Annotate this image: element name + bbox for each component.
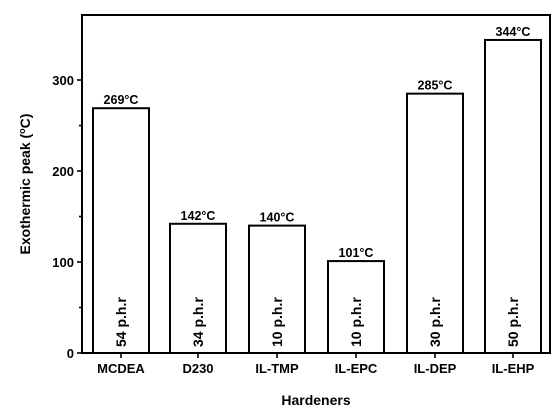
bars [92,38,542,355]
inner-label-il-dep: 30 p.h.r [427,297,443,347]
data-label-il-ehp: 344°C [496,25,531,39]
bar-d230 [169,222,227,354]
bar-il-epc [327,260,385,354]
y-tick-label-200: 200 [52,164,74,179]
x-axis-title: Hardeners [281,392,350,408]
x-tick-label-il-tmp: IL-TMP [255,361,299,376]
x-tick-label-il-epc: IL-EPC [335,361,378,376]
data-label-d230: 142°C [181,209,216,223]
inner-label-il-tmp: 10 p.h.r [269,297,285,347]
axis-ticks [77,79,514,358]
bar-il-ehp [484,38,542,355]
y-tick-label-0: 0 [67,346,74,361]
plot-frame [81,14,551,354]
inner-label-mcdea: 54 p.h.r [113,297,129,347]
chart-labels: 269°C 54 p.h.r MCDEA 142°C 34 p.h.r D230 140°C… [52,25,534,376]
data-label-il-epc: 101°C [339,246,374,260]
x-tick-label-d230: D230 [182,361,213,376]
data-label-il-tmp: 140°C [260,211,295,225]
inner-label-il-epc: 10 p.h.r [348,297,364,347]
x-tick-label-mcdea: MCDEA [97,361,145,376]
y-tick-label-100: 100 [52,255,74,270]
inner-label-il-ehp: 50 p.h.r [505,297,521,347]
inner-label-d230: 34 p.h.r [190,297,206,347]
y-axis-title: Exothermic peak (oC) [17,114,33,255]
y-tick-label-300: 300 [52,73,74,88]
data-label-mcdea: 269°C [104,93,139,107]
data-label-il-dep: 285°C [418,79,453,93]
x-tick-label-il-dep: IL-DEP [414,361,457,376]
bar-mcdea [92,107,150,354]
x-tick-label-il-ehp: IL-EHP [492,361,535,376]
